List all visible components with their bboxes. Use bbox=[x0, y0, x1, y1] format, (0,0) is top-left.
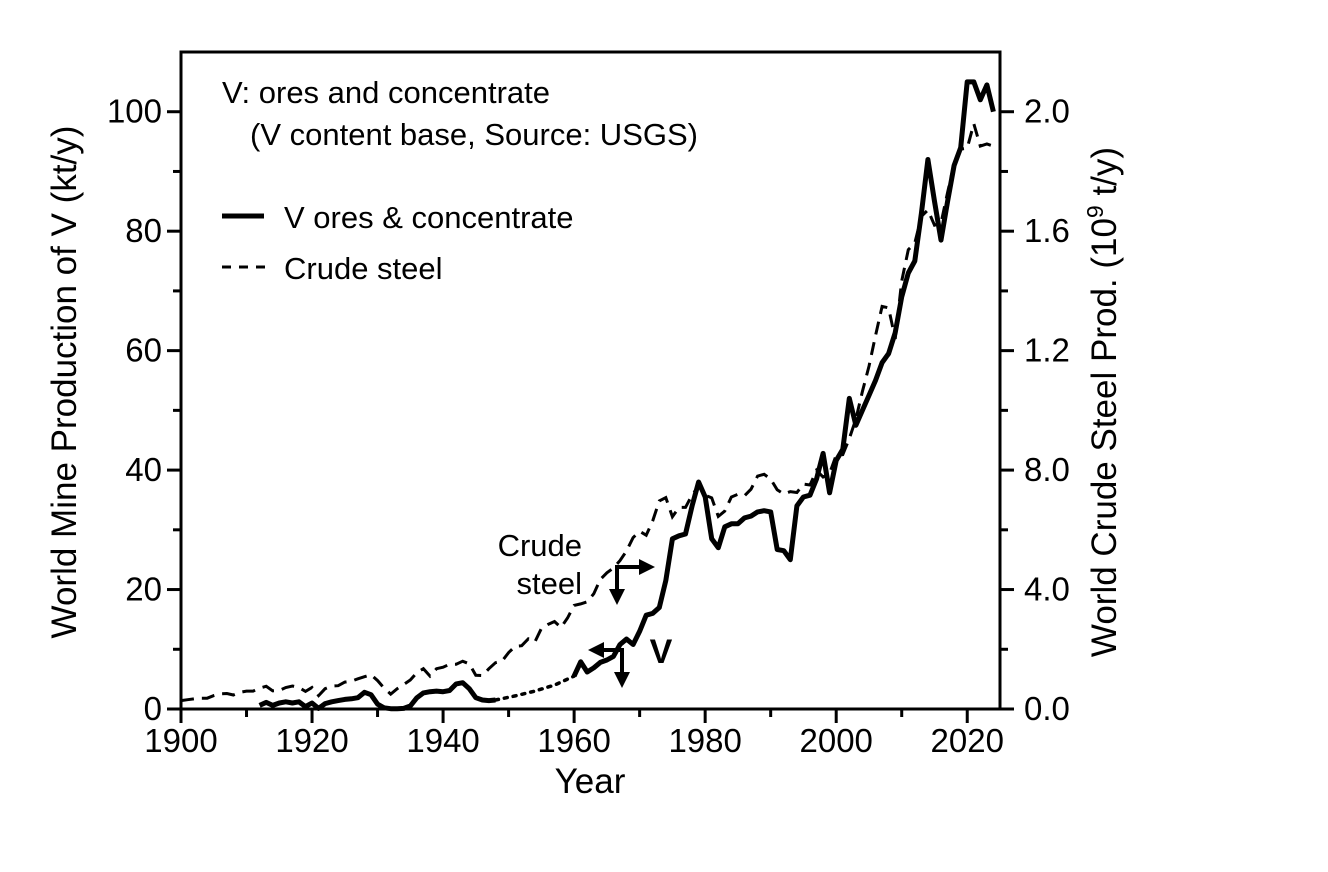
x-tick-label: 2000 bbox=[799, 722, 872, 759]
crude-steel-right-down-arrow-icon bbox=[609, 559, 655, 605]
y-right-tick-label: 0.0 bbox=[1024, 690, 1070, 727]
series-v-ores-modern bbox=[571, 79, 996, 678]
v-annotation: V bbox=[588, 633, 673, 688]
y-right-tick-label: 2.0 bbox=[1024, 93, 1070, 130]
x-tick-label: 1900 bbox=[144, 722, 217, 759]
y-right-tick-label: 1.2 bbox=[1024, 332, 1070, 369]
series-crude-steel bbox=[180, 118, 994, 703]
axes-layer: 1900 1920 1940 1960 1980 2000 2020 0 20 40 60 80 100… bbox=[107, 50, 1070, 759]
x-tick-label: 2020 bbox=[931, 722, 1004, 759]
plot-border bbox=[179, 50, 1002, 711]
chart-title-line2: (V content base, Source: USGS) bbox=[250, 117, 698, 152]
x-tick-label: 1980 bbox=[668, 722, 741, 759]
chart-title-line1: V: ores and concentrate bbox=[222, 75, 550, 110]
y-right-axis-title: World Crude Steel Prod. (109 t/y) bbox=[1082, 147, 1124, 657]
y-left-tick-label: 0 bbox=[144, 690, 162, 727]
legend-label-crude-steel: Crude steel bbox=[284, 251, 443, 286]
legend-label-v-ores: V ores & concentrate bbox=[284, 200, 574, 235]
y-right-axis-title-units: t/y) bbox=[1085, 147, 1124, 205]
crude-steel-annotation: Crude steel bbox=[498, 528, 655, 605]
series-layer bbox=[180, 79, 996, 712]
x-tick-label: 1960 bbox=[537, 722, 610, 759]
v-annotation-label: V bbox=[650, 633, 673, 671]
y-left-tick-label: 20 bbox=[125, 571, 162, 608]
crude-steel-annotation-line2: steel bbox=[517, 566, 582, 601]
x-tick-label: 1940 bbox=[406, 722, 479, 759]
y-right-axis-title-superscript: 9 bbox=[1082, 205, 1108, 218]
y-left-tick-label: 40 bbox=[125, 451, 162, 488]
y-left-axis-title: World Mine Production of V (kt/y) bbox=[45, 126, 84, 639]
y-right-tick-label: 4.0 bbox=[1024, 571, 1070, 608]
y-right-tick-label: 8.0 bbox=[1024, 451, 1070, 488]
y-left-tick-label: 60 bbox=[125, 332, 162, 369]
y-right-axis-title-main: World Crude Steel Prod. (10 bbox=[1085, 218, 1124, 657]
x-axis-title: Year bbox=[555, 762, 626, 801]
y-left-tick-label: 80 bbox=[125, 212, 162, 249]
x-tick-label: 1920 bbox=[275, 722, 348, 759]
y-right-tick-label: 1.6 bbox=[1024, 212, 1070, 249]
legend: V ores & concentrate Crude steel bbox=[222, 200, 574, 286]
v-left-down-arrow-icon bbox=[588, 642, 630, 688]
y-left-tick-label: 100 bbox=[107, 93, 162, 130]
crude-steel-annotation-line1: Crude bbox=[498, 528, 582, 563]
series-v-ores-dotted-estimate bbox=[493, 674, 576, 702]
series-v-ores-early bbox=[258, 680, 496, 712]
